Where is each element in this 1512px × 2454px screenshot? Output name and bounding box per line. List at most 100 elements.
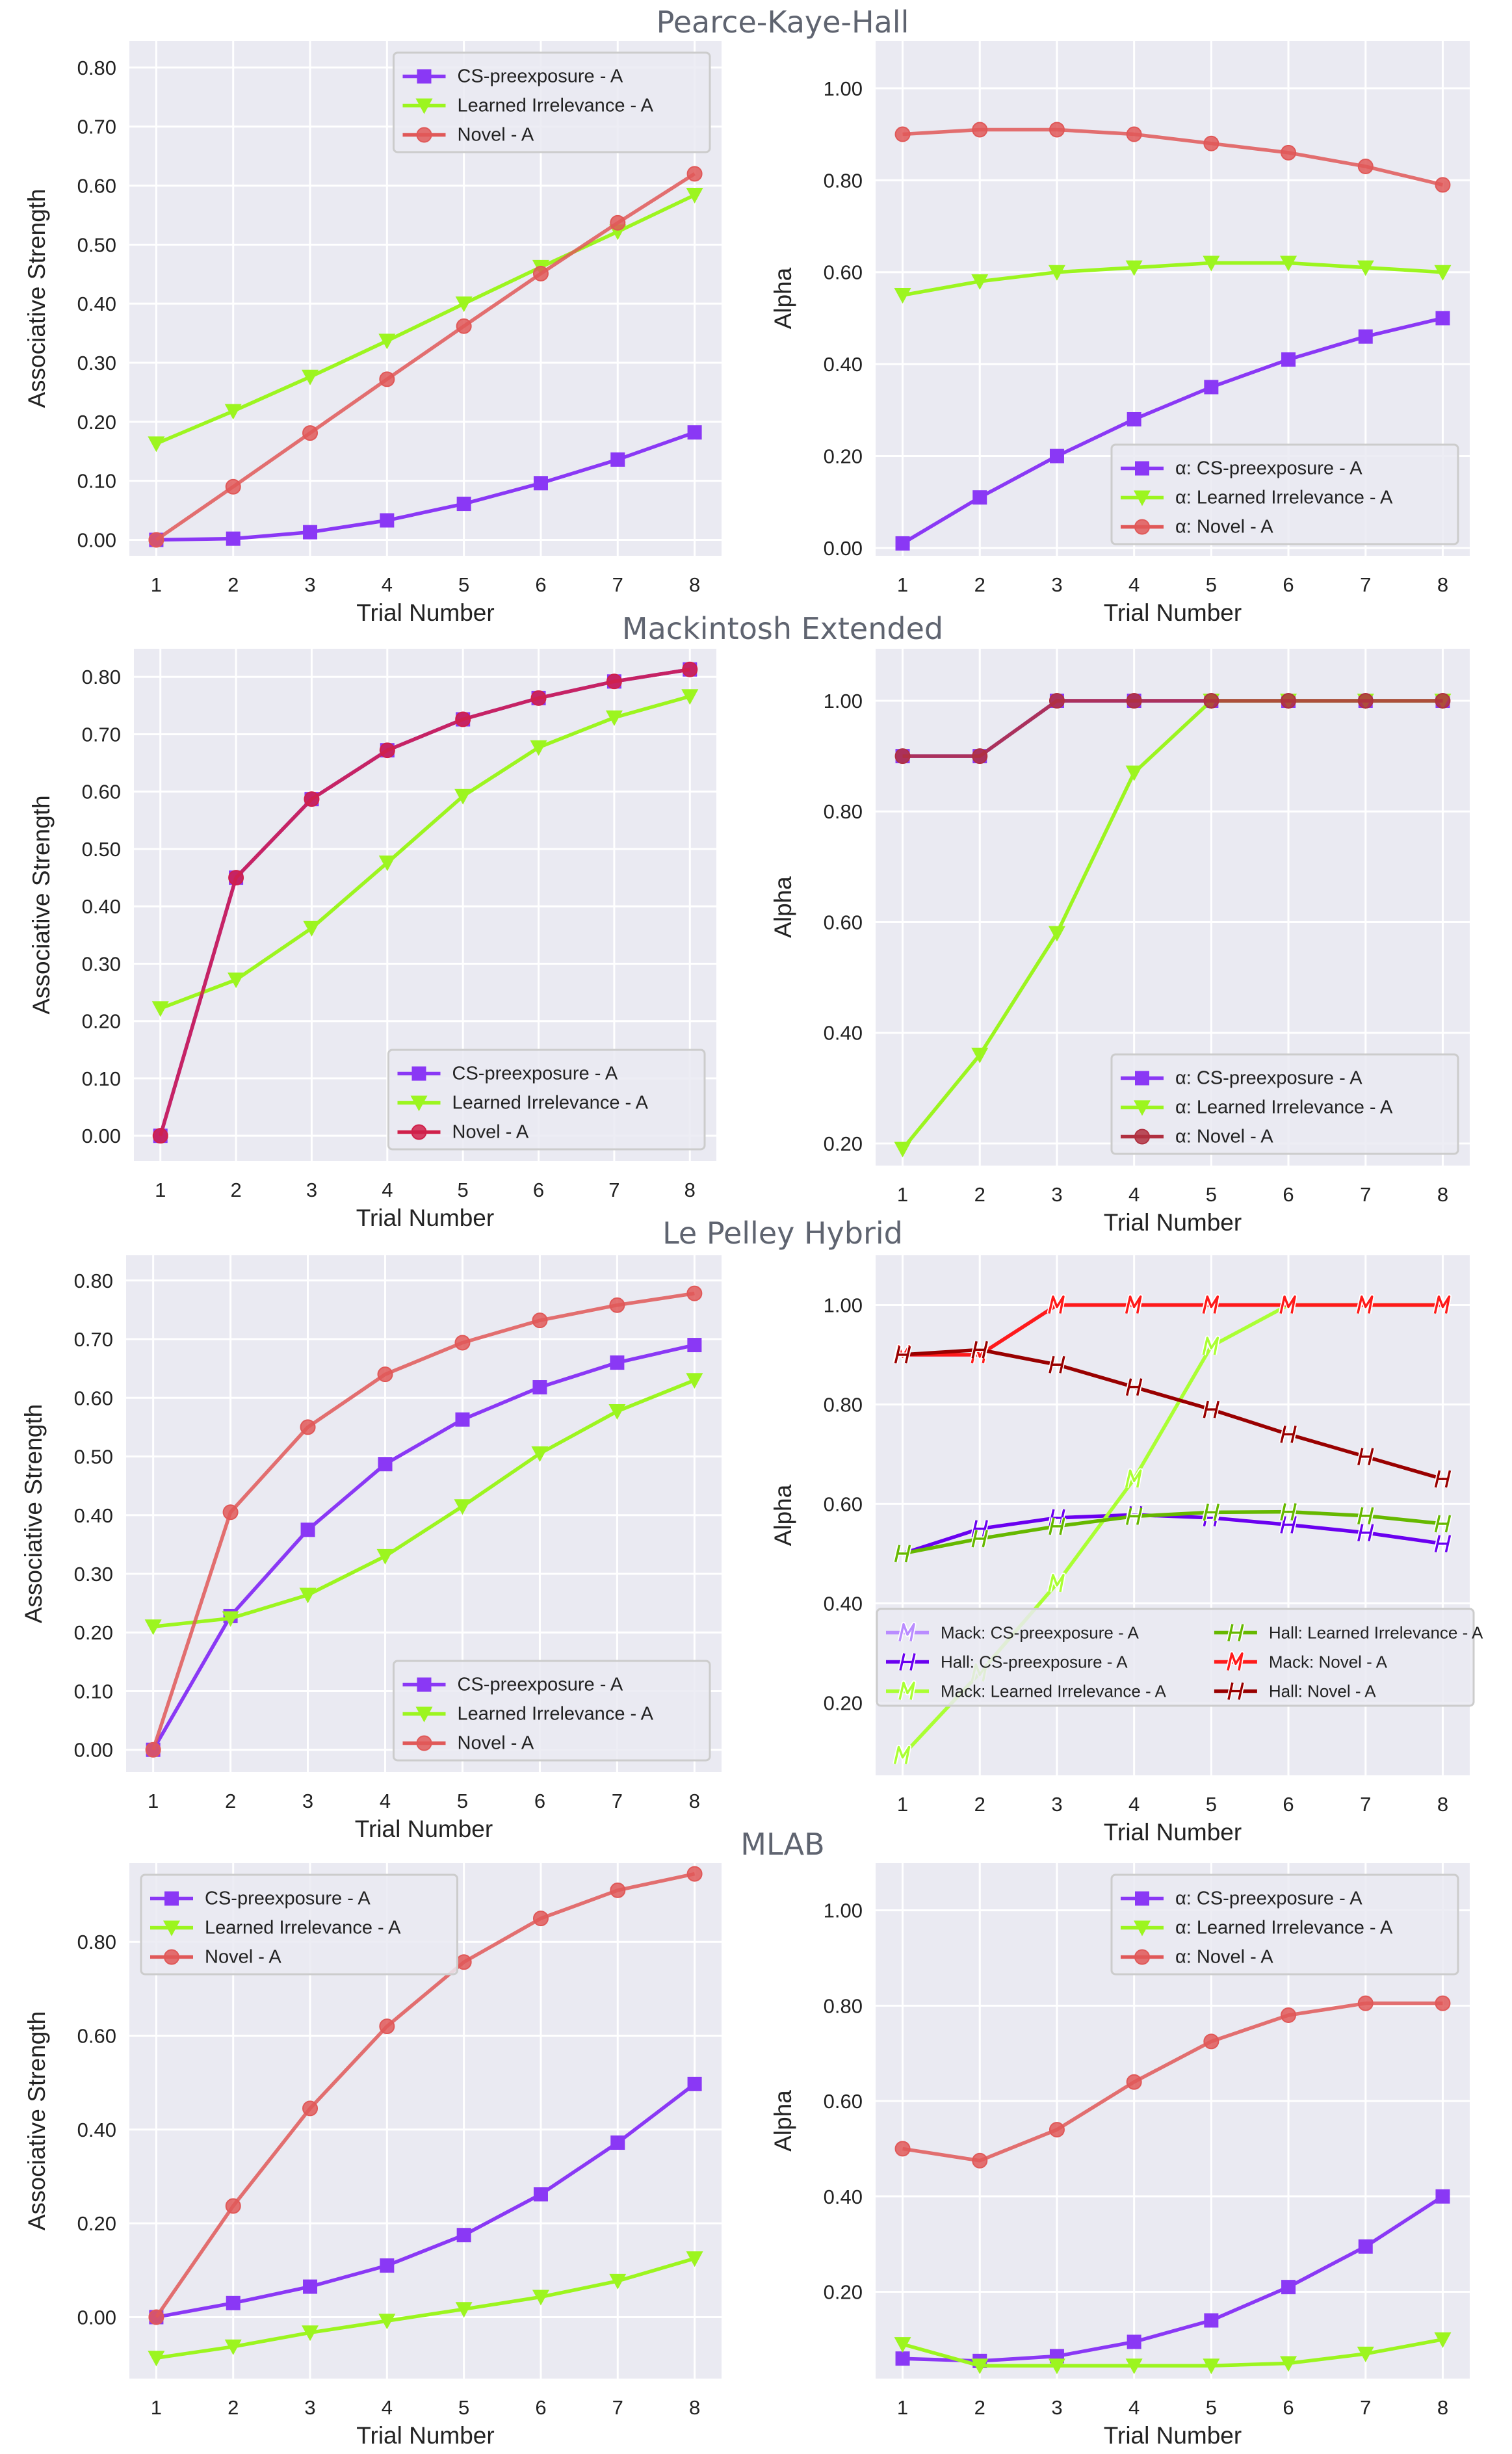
data-point	[606, 673, 622, 690]
data-point	[687, 2076, 702, 2091]
x-tick-label: 1	[155, 1179, 166, 1201]
data-point	[1434, 265, 1452, 281]
x-tick-label: 4	[1128, 1793, 1140, 1816]
data-point	[532, 2290, 549, 2306]
x-tick-label: 2	[974, 1183, 985, 1206]
x-tick-label: 4	[382, 1179, 393, 1201]
series-1	[894, 2332, 1452, 2375]
y-tick-label: 0.20	[77, 411, 116, 434]
marker-glyph	[894, 1545, 911, 1563]
legend-item: Hall: CS-preexposure - A	[886, 1652, 1128, 1672]
data-point	[1356, 1506, 1375, 1525]
data-point	[530, 690, 547, 706]
data-point	[302, 2325, 319, 2342]
chart-panel-5: 1 2 3 4 5 6 7 8 0.20 0.40 0.60 0.80 1.00 Trial Number…	[770, 1255, 1483, 1846]
data-point	[377, 1366, 393, 1383]
data-point	[454, 1499, 471, 1515]
legend-label: α: Learned Irrelevance - A	[1175, 1097, 1393, 1118]
data-point	[1357, 159, 1374, 175]
legend-marker	[417, 1677, 432, 1692]
data-point	[299, 1587, 317, 1604]
series-2	[145, 1285, 703, 1758]
series-line	[151, 1343, 695, 1751]
x-tick-label: 4	[382, 573, 393, 596]
data-point	[1125, 1507, 1144, 1526]
legend-marker	[1134, 1100, 1151, 1116]
x-tick-label: 1	[897, 1183, 908, 1206]
legend-item: CS-preexposure - A	[397, 1064, 618, 1084]
data-point	[1203, 135, 1219, 151]
marker-glyph	[1048, 1295, 1065, 1314]
x-tick-label: 1	[151, 573, 162, 596]
legend-marker	[415, 98, 433, 114]
y-axis-label: Associative Strength	[23, 189, 50, 408]
series-line	[902, 1513, 1443, 1556]
data-point	[895, 2351, 910, 2366]
marker-glyph	[1203, 1504, 1220, 1521]
y-axis-label: Associative Strength	[20, 1404, 47, 1623]
x-tick-label: 7	[1360, 1793, 1371, 1816]
x-tick-label: 2	[225, 1790, 236, 1812]
series-1	[148, 2251, 703, 2367]
chart-panel-1: 1 2 3 4 5 6 7 8 0.00 0.20 0.40 0.60 0.80 1.00 Trial Nu…	[770, 41, 1470, 626]
data-point	[1356, 1523, 1375, 1542]
x-tick-label: 1	[897, 573, 908, 596]
series-0	[895, 2189, 1450, 2368]
y-tick-label: 0.20	[824, 2280, 863, 2303]
x-tick-label: 6	[535, 2396, 546, 2419]
data-point	[1203, 2033, 1219, 2050]
x-tick-label: 3	[302, 1790, 313, 1812]
x-tick-label: 3	[1051, 1183, 1062, 1206]
legend-item: Learned Irrelevance - A	[402, 96, 654, 116]
series-0	[149, 2076, 702, 2325]
legend-marker	[164, 1949, 179, 1965]
data-point	[1127, 411, 1141, 426]
y-tick-label: 0.20	[824, 1132, 863, 1155]
x-tick-label: 6	[1283, 573, 1294, 596]
data-point	[893, 1744, 912, 1765]
legend-marker	[1226, 1682, 1245, 1701]
series-line	[156, 2256, 696, 2360]
legend-item: Hall: Learned Irrelevance - A	[1214, 1623, 1483, 1643]
data-point	[1047, 1294, 1066, 1314]
section-title-le-pelley-hybrid: Le Pelley Hybrid	[662, 1216, 903, 1251]
legend: Mack: CS-preexposure - A Hall: CS-preexpo…	[876, 1608, 1483, 1707]
series-1	[144, 1373, 703, 1636]
series-2	[894, 122, 1451, 193]
legend-frame	[387, 1049, 706, 1151]
x-tick-label: 8	[684, 1179, 696, 1201]
legend-frame	[1110, 1053, 1459, 1155]
legend-label: α: CS-preexposure - A	[1175, 1068, 1362, 1089]
data-point	[300, 1419, 316, 1435]
legend: CS-preexposure - A Learned Irrelevance - …	[393, 1660, 711, 1762]
series-line	[902, 127, 1444, 187]
data-point	[228, 972, 245, 989]
data-point	[609, 2273, 627, 2290]
y-tick-label: 1.00	[824, 1294, 863, 1316]
data-point	[1125, 765, 1143, 781]
legend-item: Novel - A	[397, 1122, 529, 1143]
series-line	[902, 316, 1444, 545]
data-point	[376, 1548, 394, 1565]
x-tick-label: 5	[1206, 1793, 1217, 1816]
x-tick-label: 5	[458, 573, 469, 596]
legend-item: α: Learned Irrelevance - A	[1121, 1918, 1393, 1938]
legend-item: Hall: Novel - A	[1214, 1682, 1376, 1701]
x-tick-label: 8	[689, 1790, 700, 1812]
data-point	[893, 1346, 912, 1364]
data-point	[686, 166, 703, 182]
data-point	[380, 2258, 395, 2273]
chart-panel-4: 1 2 3 4 5 6 7 8 0.00 0.10 0.20 0.30 0.40 0.50 0.60 0.70…	[20, 1255, 722, 1842]
legend-marker	[1135, 1891, 1149, 1906]
legend-item: Mack: Novel - A	[1214, 1651, 1388, 1672]
series-line	[902, 261, 1443, 297]
legend-marker	[1134, 1949, 1150, 1965]
y-tick-label: 0.40	[824, 2186, 863, 2208]
y-tick-label: 0.40	[824, 353, 863, 376]
legend-marker	[417, 69, 432, 84]
y-tick-label: 0.70	[77, 116, 116, 138]
x-tick-label: 3	[1051, 2396, 1062, 2419]
data-point	[224, 404, 242, 420]
section-title-mlab: MLAB	[740, 1827, 825, 1862]
